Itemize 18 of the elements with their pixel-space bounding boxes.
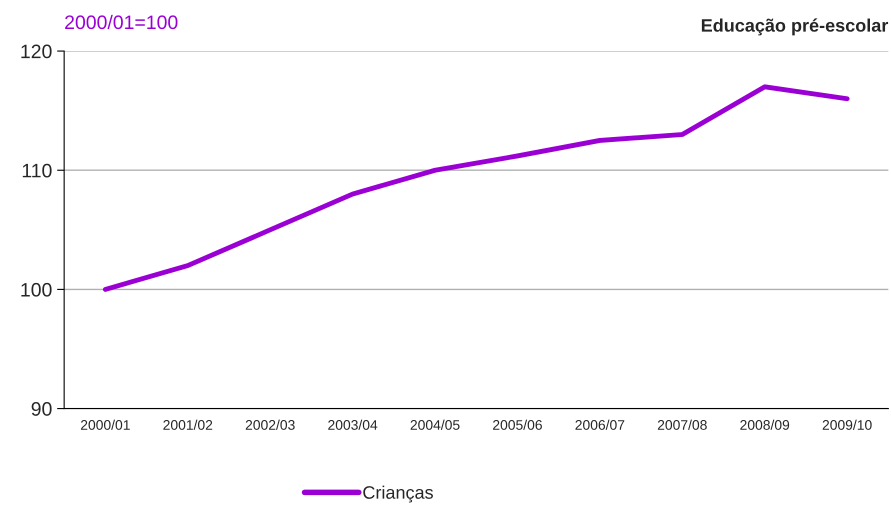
y-tick-label: 120 — [21, 44, 52, 58]
x-tick-label: 2007/08 — [658, 420, 707, 430]
x-tick-label: 2004/05 — [410, 420, 460, 430]
y-tick-label: 100 — [21, 282, 52, 297]
x-tick-label: 2006/07 — [575, 420, 624, 430]
x-tick-label: 2000/01 — [80, 420, 130, 430]
x-tick-label: 2005/06 — [493, 420, 542, 430]
x-tick-label: 2008/09 — [740, 420, 790, 430]
y-axis-title: 2000/01=100 — [65, 14, 178, 30]
x-tick-label: 2002/03 — [246, 420, 295, 430]
legend-label: Crianças — [363, 486, 433, 503]
x-tick-label: 2009/10 — [822, 420, 872, 430]
x-tick-label: 2001/02 — [163, 420, 212, 430]
x-tick-label: 2003/04 — [328, 420, 378, 430]
chart-title: Educação pré-escolar — [702, 18, 888, 36]
y-tick-label: 90 — [32, 402, 52, 416]
line-series — [102, 84, 850, 292]
y-tick-label: 110 — [22, 164, 52, 178]
